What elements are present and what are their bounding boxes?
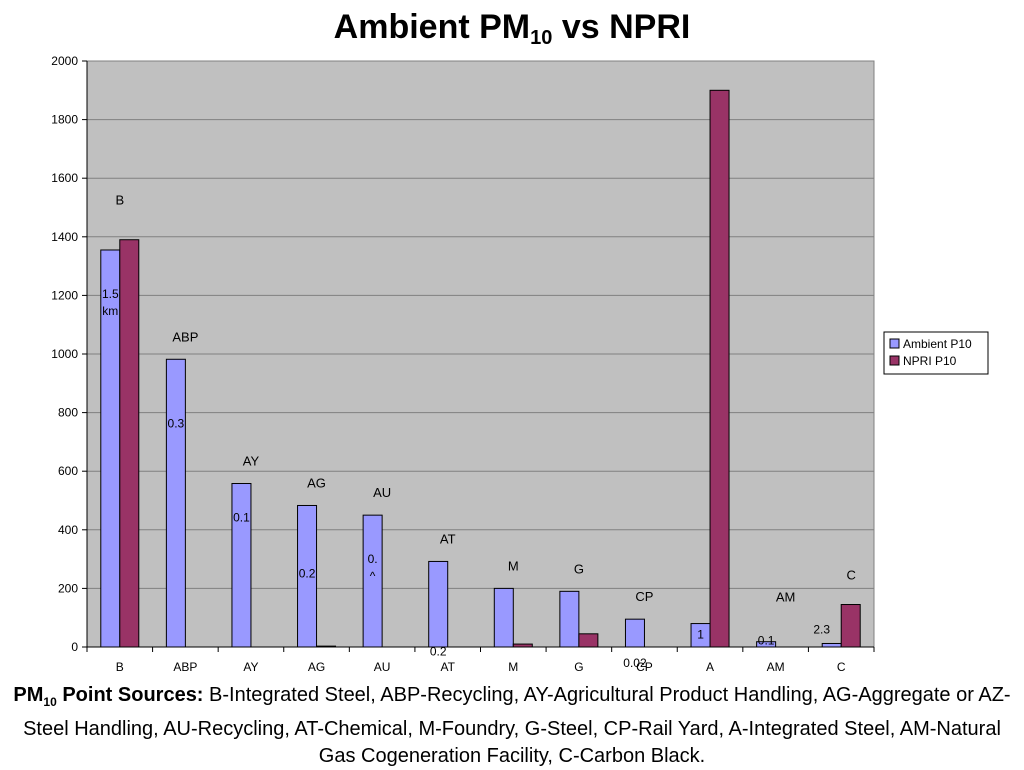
legend-label: NPRI P10 xyxy=(903,354,957,368)
source-label: AY xyxy=(243,454,260,469)
x-tick-label: AG xyxy=(308,660,325,674)
y-tick-label: 1200 xyxy=(51,288,78,302)
x-tick-label: G xyxy=(574,660,583,674)
legend xyxy=(883,331,989,375)
caption-heading: PM10 Point Sources: xyxy=(13,684,204,709)
source-label: M xyxy=(508,558,519,573)
x-tick-label: B xyxy=(116,660,124,674)
y-tick-label: 600 xyxy=(58,464,78,478)
legend-swatch xyxy=(889,355,900,366)
y-tick-label: 1400 xyxy=(51,230,78,244)
chart-title: Ambient PM10 vs NPRI xyxy=(0,8,1024,50)
x-tick-label: C xyxy=(837,660,846,674)
y-tick-label: 1600 xyxy=(51,171,78,185)
x-tick-label: AT xyxy=(440,660,455,674)
bar-ambient-c xyxy=(821,642,842,648)
bar-npri-ag xyxy=(316,645,337,648)
source-label: AG xyxy=(307,475,326,490)
y-tick-label: 1000 xyxy=(51,347,78,361)
distance-label: 0.2 xyxy=(299,566,316,580)
bar-ambient-ay xyxy=(231,483,252,648)
distance-label: 0.1 xyxy=(758,634,775,648)
bar-ambient-au xyxy=(362,514,383,648)
bar-npri-c xyxy=(840,604,861,648)
distance-label: 0. xyxy=(368,552,378,566)
bar-ambient-cp xyxy=(624,618,645,648)
bar-npri-g xyxy=(578,633,599,648)
x-tick-label: ABP xyxy=(173,660,197,674)
distance-label: 0.3 xyxy=(168,416,185,430)
distance-label: 0.02 xyxy=(623,656,647,670)
bar-npri-m xyxy=(512,643,533,648)
x-tick-label: AM xyxy=(767,660,785,674)
y-tick-label: 0 xyxy=(71,640,78,654)
x-tick-label: AU xyxy=(374,660,391,674)
x-tick-label: M xyxy=(508,660,518,674)
bar-ambient-g xyxy=(559,590,580,648)
caption-head-subscript: 10 xyxy=(43,695,57,709)
y-tick-label: 1800 xyxy=(51,113,78,127)
source-label: G xyxy=(574,561,584,576)
bar-npri-a xyxy=(709,89,730,648)
legend-swatch xyxy=(889,338,900,349)
bar-ambient-at xyxy=(428,560,449,648)
title-main: Ambient PM xyxy=(333,8,531,46)
caption-text: B-Integrated Steel, ABP-Recycling, AY-Ag… xyxy=(23,684,1011,767)
caption-head-main: PM xyxy=(13,684,44,706)
distance-label-line2: km xyxy=(102,304,118,318)
title-subscript: 10 xyxy=(530,27,553,49)
bar-ambient-am xyxy=(756,641,777,648)
legend-label: Ambient P10 xyxy=(903,337,972,351)
distance-label: 0.2 xyxy=(430,644,447,658)
x-tick-label: CP xyxy=(636,660,653,674)
distance-label: 2.3 xyxy=(813,622,830,636)
bar-ambient-ag xyxy=(297,504,318,648)
title-rest: vs NPRI xyxy=(552,8,691,46)
y-tick-label: 200 xyxy=(58,581,78,595)
distance-label: 0.1 xyxy=(233,511,250,525)
source-label: AM xyxy=(776,590,796,605)
source-label: ABP xyxy=(172,329,198,344)
y-tick-label: 400 xyxy=(58,523,78,537)
caption-head-rest: Point Sources: xyxy=(56,684,204,706)
distance-label-line2: ^ xyxy=(370,569,376,583)
y-tick-label: 2000 xyxy=(51,54,78,68)
bar-ambient-abp xyxy=(165,358,186,648)
distance-label: 1 xyxy=(697,628,704,642)
source-label: AU xyxy=(373,485,391,500)
source-label: B xyxy=(115,193,124,208)
bar-ambient-m xyxy=(493,587,514,648)
y-tick-label: 800 xyxy=(58,406,78,420)
bar-npri-b xyxy=(119,239,140,648)
source-label: C xyxy=(847,568,856,583)
distance-label: 1.5 xyxy=(102,287,119,301)
point-sources-caption: PM10 Point Sources: B-Integrated Steel, … xyxy=(8,682,1016,770)
x-tick-label: AY xyxy=(243,660,258,674)
source-label: AT xyxy=(440,531,456,546)
x-tick-label: A xyxy=(706,660,714,674)
source-label: CP xyxy=(635,589,653,604)
